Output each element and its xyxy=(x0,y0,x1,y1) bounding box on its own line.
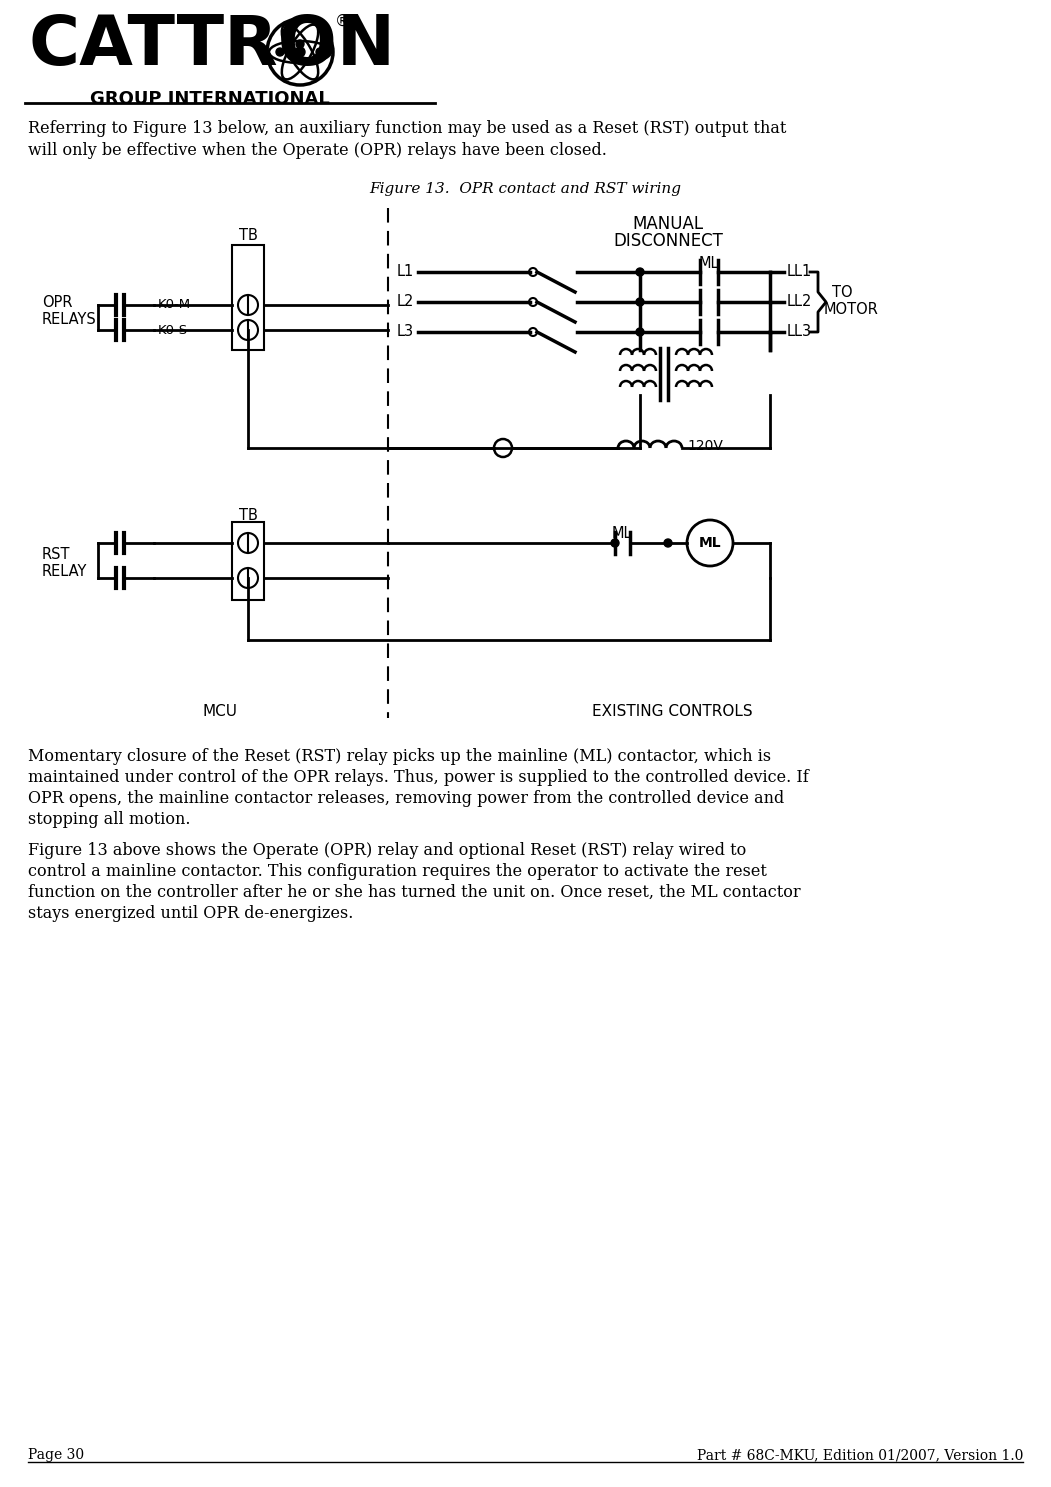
Text: MANUAL: MANUAL xyxy=(633,216,703,233)
Text: stays energized until OPR de-energizes.: stays energized until OPR de-energizes. xyxy=(28,906,353,922)
Circle shape xyxy=(611,538,619,547)
Circle shape xyxy=(636,297,644,306)
Circle shape xyxy=(316,48,324,57)
Text: Part # 68C-MKU, Edition 01/2007, Version 1.0: Part # 68C-MKU, Edition 01/2007, Version… xyxy=(697,1448,1023,1462)
Text: maintained under control of the OPR relays. Thus, power is supplied to the contr: maintained under control of the OPR rela… xyxy=(28,769,809,787)
Text: RELAY: RELAY xyxy=(42,564,87,578)
Text: Figure 13 above shows the Operate (OPR) relay and optional Reset (RST) relay wir: Figure 13 above shows the Operate (OPR) … xyxy=(28,842,746,859)
Text: RST: RST xyxy=(42,547,70,562)
Text: GROUP INTERNATIONAL: GROUP INTERNATIONAL xyxy=(90,91,330,109)
Circle shape xyxy=(276,48,284,57)
Text: EXISTING CONTROLS: EXISTING CONTROLS xyxy=(592,703,753,720)
Text: TB: TB xyxy=(239,228,257,242)
Text: K0-M: K0-M xyxy=(158,299,191,311)
Text: OPR: OPR xyxy=(42,294,73,309)
Text: K0-S: K0-S xyxy=(158,324,188,336)
Text: Referring to Figure 13 below, an auxiliary function may be used as a Reset (RST): Referring to Figure 13 below, an auxilia… xyxy=(28,120,786,137)
Text: DISCONNECT: DISCONNECT xyxy=(613,232,723,250)
Text: LL3: LL3 xyxy=(787,324,812,339)
Text: LL1: LL1 xyxy=(787,265,812,280)
Circle shape xyxy=(636,329,644,336)
Text: Page 30: Page 30 xyxy=(28,1448,84,1462)
FancyBboxPatch shape xyxy=(232,245,264,349)
Text: L3: L3 xyxy=(397,324,414,339)
FancyBboxPatch shape xyxy=(232,522,264,599)
Text: MCU: MCU xyxy=(203,703,238,720)
Circle shape xyxy=(636,268,644,277)
Text: stopping all motion.: stopping all motion. xyxy=(28,810,190,828)
Text: will only be effective when the Operate (OPR) relays have been closed.: will only be effective when the Operate … xyxy=(28,141,606,159)
Circle shape xyxy=(296,40,304,48)
Text: RELAYS: RELAYS xyxy=(42,312,97,327)
Text: ®: ® xyxy=(335,13,350,30)
Text: 120V: 120V xyxy=(687,439,723,454)
Text: L1: L1 xyxy=(396,265,414,280)
Text: MOTOR: MOTOR xyxy=(824,302,879,317)
Text: LL2: LL2 xyxy=(787,294,812,309)
Text: CATTRON: CATTRON xyxy=(28,12,395,79)
Text: Momentary closure of the Reset (RST) relay picks up the mainline (ML) contactor,: Momentary closure of the Reset (RST) rel… xyxy=(28,748,771,764)
Text: L2: L2 xyxy=(396,294,414,309)
Text: Figure 13.  OPR contact and RST wiring: Figure 13. OPR contact and RST wiring xyxy=(369,181,681,196)
Text: TB: TB xyxy=(239,509,257,523)
Circle shape xyxy=(295,48,305,57)
Text: TO: TO xyxy=(832,286,852,300)
Text: ML: ML xyxy=(612,526,633,541)
Text: OPR opens, the mainline contactor releases, removing power from the controlled d: OPR opens, the mainline contactor releas… xyxy=(28,790,784,807)
Text: function on the controller after he or she has turned the unit on. Once reset, t: function on the controller after he or s… xyxy=(28,883,801,901)
Text: control a mainline contactor. This configuration requires the operator to activa: control a mainline contactor. This confi… xyxy=(28,862,767,880)
Text: ML: ML xyxy=(699,535,721,550)
Text: ML: ML xyxy=(699,256,719,271)
Circle shape xyxy=(664,538,672,547)
Circle shape xyxy=(296,57,304,64)
